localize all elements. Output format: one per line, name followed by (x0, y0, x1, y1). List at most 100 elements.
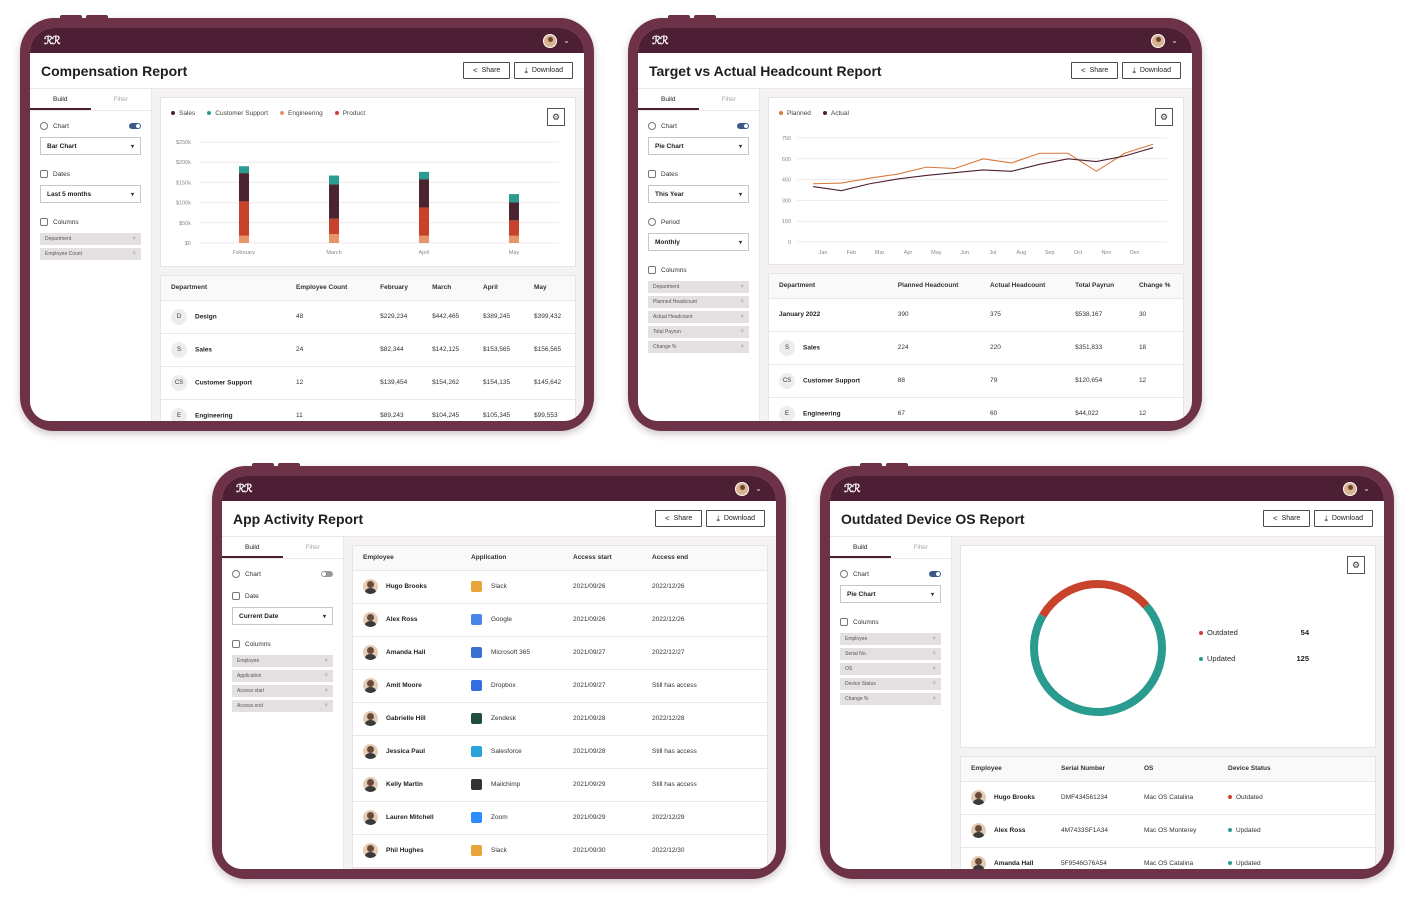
dates-select[interactable]: This Year ▾ (648, 185, 749, 203)
table-row[interactable]: Alex Ross 4M7433SF1A34 Mac OS Monterey Upda… (961, 814, 1375, 848)
column-chip[interactable]: OS × (840, 663, 941, 675)
app-bar: ℛℛ ⌄ (638, 28, 1192, 53)
avatar[interactable] (1343, 481, 1358, 496)
chart-legend: Planned Actual (769, 98, 1183, 117)
y-tick-label: 750 (782, 136, 791, 142)
data-table: Employee Serial Number OS Device Status … (960, 756, 1376, 869)
table-row[interactable]: E Engineering 67 60 $44,022 12 (769, 397, 1183, 421)
share-button[interactable]: < Share (1262, 510, 1311, 527)
chevron-down-icon[interactable]: ⌄ (563, 36, 570, 45)
tab-filter[interactable]: Filter (113, 96, 128, 103)
column-chip[interactable]: Department × (40, 233, 141, 245)
table-row[interactable]: Jessica Paul Salesforce 2021/09/28 Still ha… (353, 735, 767, 769)
line-chart: 750 600 450 300 150 0 Jan Feb Mar Apr May Jun Jul Aug… (782, 136, 1167, 256)
table-row[interactable]: Amit Moore Dropbox 2021/09/27 Still has acc… (353, 669, 767, 703)
column-chip[interactable]: Device Status × (840, 678, 941, 690)
tab-build[interactable]: Build (30, 89, 91, 110)
bar-chart: $250k $200k $150k $100k $50k $0 February March A… (176, 140, 559, 256)
column-chip[interactable]: Employee × (840, 633, 941, 645)
share-button[interactable]: < Share (462, 62, 511, 79)
dates-select[interactable]: Last 5 months ▾ (40, 185, 141, 203)
tab-filter[interactable]: Filter (913, 544, 928, 551)
share-button[interactable]: < Share (654, 510, 703, 527)
table-row[interactable]: CS Customer Support 88 79 $120,654 12 (769, 364, 1183, 398)
tab-build[interactable]: Build (222, 537, 283, 558)
chart-toggle[interactable] (129, 123, 141, 129)
column-chip[interactable]: Application × (232, 670, 333, 682)
tab-build[interactable]: Build (638, 89, 699, 110)
table-row[interactable]: S Sales 24 $82,344 $142,125 $153,565 $156,565 (161, 333, 575, 367)
chart-type-select[interactable]: Bar Chart ▾ (40, 137, 141, 155)
app-activity-report-tablet: ℛℛ ⌄ App Activity Report < Share ⤓ Downloa… (212, 463, 786, 879)
column-chip[interactable]: Actual Headcount × (648, 311, 749, 323)
column-chip[interactable]: Access end × (232, 700, 333, 712)
table-row[interactable]: Alex Ross Google 2021/09/26 2022/12/26 (353, 603, 767, 637)
chart-toggle[interactable] (929, 571, 941, 577)
chart-settings-button[interactable]: ⚙ (547, 108, 565, 126)
table-row[interactable]: January 2022 390 375 $538,167 30 (769, 298, 1183, 332)
chevron-down-icon[interactable]: ⌄ (755, 484, 762, 493)
column-chip[interactable]: Employee Count × (40, 248, 141, 260)
column-chip[interactable]: Change % × (648, 341, 749, 353)
table-row[interactable]: Amanda Hall Microsoft 365 2021/09/27 2022/1… (353, 636, 767, 670)
close-icon: × (132, 236, 136, 242)
chart-settings-button[interactable]: ⚙ (1347, 556, 1365, 574)
date-select[interactable]: Current Date ▾ (232, 607, 333, 625)
logo[interactable]: ℛℛ (844, 482, 861, 495)
chart-type-select[interactable]: Pie Chart ▾ (840, 585, 941, 603)
period-select[interactable]: Monthly ▾ (648, 233, 749, 251)
close-icon: × (324, 703, 328, 709)
close-icon: × (740, 284, 744, 290)
device-os-report-tablet: ℛℛ ⌄ Outdated Device OS Report < Share ⤓ D… (820, 463, 1394, 879)
table-row[interactable]: Kelly Martin Mailchimp 2021/09/29 Still has… (353, 768, 767, 802)
logo[interactable]: ℛℛ (44, 34, 61, 47)
sidebar: Build Filter Chart Pie Chart ▾ Dates This… (638, 89, 760, 421)
page-title: App Activity Report (233, 510, 364, 527)
download-button[interactable]: ⤓ Download (1122, 62, 1181, 79)
table-row[interactable]: Hugo Brooks DMF434561234 Mac OS Catalina Ou… (961, 781, 1375, 815)
chevron-down-icon[interactable]: ⌄ (1171, 36, 1178, 45)
tab-filter[interactable]: Filter (305, 544, 320, 551)
share-icon: < (664, 514, 670, 523)
table-row[interactable]: Gabrielle Hill Zendesk 2021/09/28 2022/12/2… (353, 702, 767, 736)
table-row[interactable]: D Design 48 $229,234 $442,465 $389,245 $399,43… (161, 300, 575, 334)
column-chip[interactable]: Planned Headcount × (648, 296, 749, 308)
tab-filter[interactable]: Filter (721, 96, 736, 103)
avatar[interactable] (735, 481, 750, 496)
column-chip[interactable]: Total Payrun × (648, 326, 749, 338)
chart-settings-button[interactable]: ⚙ (1155, 108, 1173, 126)
logo[interactable]: ℛℛ (236, 482, 253, 495)
logo[interactable]: ℛℛ (652, 34, 669, 47)
chart-toggle[interactable] (737, 123, 749, 129)
tab-build[interactable]: Build (830, 537, 891, 558)
download-button[interactable]: ⤓ Download (1314, 510, 1373, 527)
data-table: Department Planned Headcount Actual Head… (768, 273, 1184, 421)
table-row[interactable]: E Engineering 11 $89,243 $104,245 $105,345 $99… (161, 399, 575, 421)
column-chip[interactable]: Change % × (840, 693, 941, 705)
column-chip[interactable]: Employee × (232, 655, 333, 667)
column-chip[interactable]: Access start × (232, 685, 333, 697)
column-chip[interactable]: Serial No. × (840, 648, 941, 660)
sidebar: Build Filter Chart Pie Chart ▾ Columns Em… (830, 537, 952, 869)
chart-toggle[interactable] (321, 571, 333, 577)
table-row[interactable]: Amanda Hall 5F9546G76A54 Mac OS Catalina Up… (961, 847, 1375, 869)
avatar (363, 744, 378, 759)
legend-item: Planned (779, 110, 811, 117)
table-row[interactable]: Lauren Mitchell Zoom 2021/09/29 2022/12/29 (353, 801, 767, 835)
avatar[interactable] (543, 33, 558, 48)
column-chip[interactable]: Department × (648, 281, 749, 293)
share-button[interactable]: < Share (1070, 62, 1119, 79)
avatar[interactable] (1151, 33, 1166, 48)
table-row[interactable]: S Sales 224 220 $351,833 18 (769, 331, 1183, 365)
table-row[interactable]: Phil Hughes Slack 2021/09/30 2022/12/30 (353, 834, 767, 868)
table-row[interactable]: Hugo Brooks Slack 2021/09/26 2022/12/26 (353, 570, 767, 604)
headcount-report-tablet: ℛℛ ⌄ Target vs Actual Headcount Report <… (628, 15, 1202, 431)
download-button[interactable]: ⤓ Download (706, 510, 765, 527)
close-icon: × (932, 681, 936, 687)
chevron-down-icon[interactable]: ⌄ (1363, 484, 1370, 493)
table-row[interactable]: CS Customer Support 12 $139,454 $154,262 $154… (161, 366, 575, 400)
download-button[interactable]: ⤓ Download (514, 62, 573, 79)
sidebar: Build Filter Chart Date Current Date ▾ Co… (222, 537, 344, 869)
avatar (363, 678, 378, 693)
chart-type-select[interactable]: Pie Chart ▾ (648, 137, 749, 155)
